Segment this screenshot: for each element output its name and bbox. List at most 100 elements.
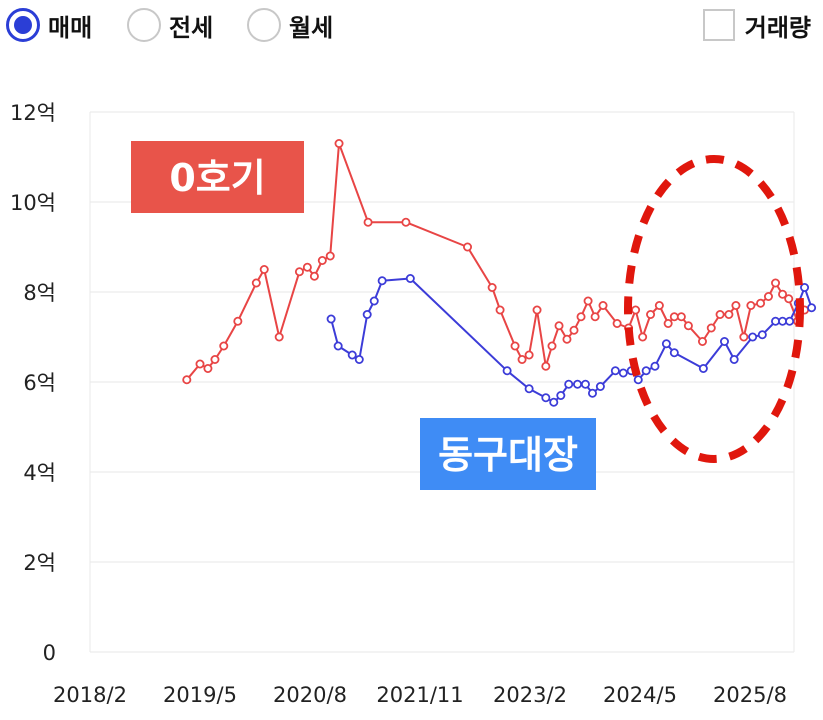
- data-point: [463, 242, 473, 252]
- x-tick-label: 2024/5: [603, 683, 677, 707]
- data-point: [333, 341, 343, 351]
- annotation-label-red: 0호기: [131, 141, 304, 213]
- data-point: [757, 330, 767, 340]
- annotation-red-text: 0호기: [169, 156, 265, 200]
- series-0: [182, 138, 810, 385]
- x-tick-label: 2021/11: [376, 683, 463, 707]
- data-point: [405, 273, 415, 283]
- radio-jeonse[interactable]: 전세: [127, 6, 213, 44]
- checkbox-icon: [702, 9, 735, 41]
- x-tick-label: 2023/2: [493, 683, 567, 707]
- data-point: [524, 350, 534, 360]
- data-point: [587, 388, 597, 398]
- data-point: [698, 363, 708, 373]
- y-tick-label: 4억: [23, 461, 56, 485]
- x-tick-label: 2019/5: [163, 683, 237, 707]
- y-tick-label: 8억: [23, 281, 56, 305]
- data-point: [326, 314, 336, 324]
- data-point: [715, 309, 725, 319]
- data-point: [706, 323, 716, 333]
- data-point: [259, 264, 269, 274]
- annotation-blue-box: [420, 418, 596, 490]
- data-point: [771, 316, 781, 326]
- data-point: [663, 318, 673, 328]
- data-point: [541, 361, 551, 371]
- data-point: [362, 309, 372, 319]
- data-point: [325, 251, 335, 261]
- x-tick-label: 2020/8: [273, 683, 347, 707]
- data-point: [524, 384, 534, 394]
- data-point: [294, 267, 304, 277]
- data-point: [650, 361, 660, 371]
- data-point: [562, 334, 572, 344]
- annotation-blue-text: 동구대장: [438, 433, 578, 477]
- data-point: [590, 312, 600, 322]
- data-point: [800, 282, 810, 292]
- data-point: [731, 300, 741, 310]
- data-point: [251, 278, 261, 288]
- radio-sale-label: 매매: [48, 13, 93, 42]
- radio-sale[interactable]: 매매: [6, 6, 92, 44]
- data-point: [646, 309, 656, 319]
- data-point: [274, 332, 284, 342]
- data-point: [401, 217, 411, 227]
- radio-jeonse-label: 전세: [169, 13, 214, 42]
- data-point: [347, 350, 357, 360]
- data-point: [739, 332, 749, 342]
- data-point: [203, 363, 213, 373]
- data-point: [631, 305, 641, 315]
- data-point: [569, 325, 579, 335]
- data-point: [595, 381, 605, 391]
- y-tick-label: 10억: [10, 191, 56, 215]
- data-point: [576, 312, 586, 322]
- data-point: [669, 348, 679, 358]
- data-point: [729, 354, 739, 364]
- data-point: [547, 341, 557, 351]
- data-point: [556, 390, 566, 400]
- data-point: [618, 368, 628, 378]
- data-point: [309, 271, 319, 281]
- radio-monthly-rent-label: 월세: [289, 13, 334, 42]
- y-axis-labels: 0 2억 4억 6억 8억 10억 12억: [10, 101, 56, 665]
- data-point: [610, 366, 620, 376]
- data-point: [661, 339, 671, 349]
- data-point: [554, 321, 564, 331]
- data-point: [784, 294, 794, 304]
- data-point: [771, 278, 781, 288]
- x-axis-labels: 2018/2 2019/5 2020/8 2021/11 2023/2 2024/5 202…: [53, 683, 787, 707]
- data-point: [598, 300, 608, 310]
- data-point: [583, 296, 593, 306]
- highlight-ellipse: [624, 155, 804, 463]
- data-point: [697, 336, 707, 346]
- data-point: [182, 375, 192, 385]
- radio-unselected-icon: [127, 8, 161, 42]
- data-point: [377, 276, 387, 286]
- data-point: [210, 354, 220, 364]
- y-tick-label: 6억: [23, 371, 56, 395]
- data-point: [763, 291, 773, 301]
- data-point: [612, 318, 622, 328]
- data-point: [641, 366, 651, 376]
- data-point: [633, 375, 643, 385]
- volume-checkbox-label: 거래량: [744, 13, 811, 42]
- data-point: [573, 379, 583, 389]
- data-point: [195, 359, 205, 369]
- data-point: [302, 262, 312, 272]
- annotation-label-blue: 동구대장: [420, 418, 596, 490]
- data-point: [778, 289, 788, 299]
- data-point: [334, 138, 344, 148]
- volume-checkbox[interactable]: 거래량: [702, 6, 811, 44]
- radio-monthly-rent[interactable]: 월세: [247, 6, 333, 44]
- data-point: [564, 379, 574, 389]
- data-point: [654, 300, 664, 310]
- y-tick-label: 12억: [10, 101, 56, 125]
- data-point: [746, 300, 756, 310]
- x-tick-label: 2018/2: [53, 683, 127, 707]
- data-point: [756, 298, 766, 308]
- data-point: [363, 217, 373, 227]
- data-point: [369, 296, 379, 306]
- radio-selected-icon: [6, 8, 40, 42]
- data-point: [219, 341, 229, 351]
- annotation-red-box: [131, 141, 304, 213]
- series-1: [326, 273, 817, 407]
